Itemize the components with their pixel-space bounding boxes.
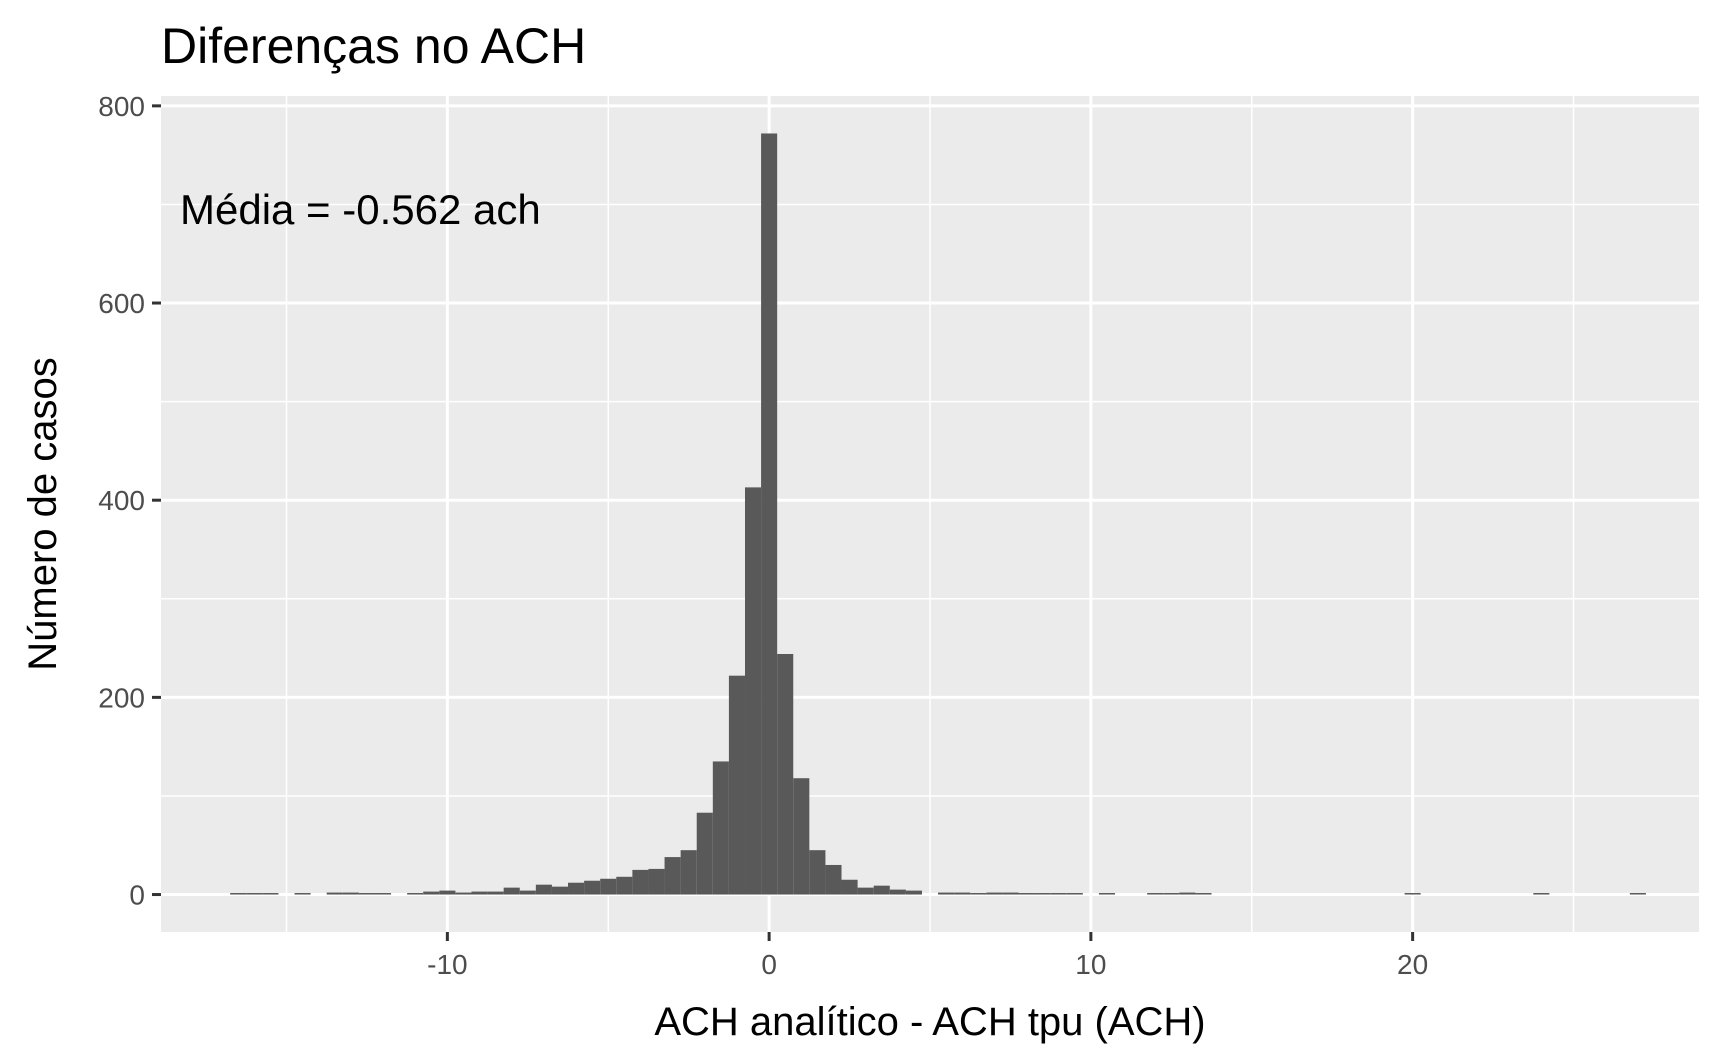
histogram-bar (439, 890, 456, 895)
histogram-bar (1404, 893, 1421, 895)
mean-annotation: Média = -0.562 ach (180, 186, 541, 233)
histogram-bar (487, 891, 504, 895)
histogram-bar (551, 886, 569, 895)
histogram-bar (358, 893, 375, 895)
histogram-bar (519, 890, 536, 895)
histogram-bar (680, 850, 697, 895)
histogram-bar (938, 892, 955, 895)
histogram-bar (1195, 893, 1212, 895)
histogram-bar (728, 675, 745, 895)
histogram-bar (1034, 893, 1051, 895)
histogram-bar (503, 887, 520, 895)
histogram-bar (744, 487, 762, 895)
histogram-bar (342, 892, 359, 895)
histogram-bar (905, 890, 922, 895)
histogram-bars (230, 133, 1646, 895)
histogram-bar (423, 891, 440, 895)
x-axis-title: ACH analítico - ACH tpu (ACH) (654, 1000, 1205, 1044)
x-axis-ticks: -10 0 10 20 (427, 932, 1428, 980)
histogram-bar (986, 892, 1003, 895)
histogram-bar (841, 879, 858, 895)
histogram-bar (246, 893, 263, 895)
histogram-bar (471, 891, 488, 895)
histogram-bar (1163, 893, 1180, 895)
histogram-bar (809, 850, 826, 895)
histogram-bar (1147, 893, 1164, 895)
histogram-bar (262, 893, 279, 895)
x-tick-label: 10 (1075, 949, 1106, 980)
histogram-bar (294, 893, 311, 895)
y-tick-label: 800 (98, 91, 145, 122)
histogram-bar (535, 884, 552, 895)
histogram-bar (326, 892, 343, 895)
y-tick-label: 200 (98, 682, 145, 713)
y-axis-ticks: 0 200 400 600 800 (98, 91, 161, 911)
histogram-bar (970, 893, 987, 895)
histogram-bar (793, 778, 810, 895)
histogram-bar (889, 889, 906, 895)
histogram-bar (616, 876, 633, 895)
histogram-bar (632, 869, 649, 895)
x-tick-label: -10 (427, 949, 467, 980)
histogram-bar (1050, 893, 1067, 895)
histogram-bar (761, 133, 778, 895)
histogram-bar (584, 880, 601, 895)
histogram-bar (568, 882, 585, 895)
histogram-bar (1002, 892, 1019, 895)
x-tick-label: 20 (1397, 949, 1428, 980)
histogram-bar (712, 761, 729, 895)
y-axis-title: Número de casos (21, 357, 65, 670)
histogram-bar (1066, 893, 1083, 895)
histogram-bar (374, 893, 392, 895)
histogram-bar (777, 653, 794, 895)
histogram-bar (696, 812, 713, 895)
histogram-bar (230, 893, 247, 895)
histogram-bar (1533, 893, 1550, 895)
histogram-bar (600, 878, 617, 895)
chart-title: Diferenças no ACH (161, 18, 586, 74)
histogram-bar (1098, 893, 1116, 895)
histogram-bar (1018, 893, 1035, 895)
y-tick-label: 600 (98, 288, 145, 319)
y-tick-label: 0 (129, 880, 145, 911)
minor-gridlines (161, 96, 1699, 932)
y-tick-label: 400 (98, 485, 145, 516)
histogram-bar (1179, 892, 1196, 895)
histogram-bar (954, 892, 971, 895)
histogram-bar (873, 885, 890, 895)
histogram-bar (1629, 893, 1646, 895)
histogram-bar (664, 857, 681, 895)
histogram-bar (407, 893, 424, 895)
histogram-bar (455, 892, 472, 895)
histogram-bar (648, 868, 665, 895)
histogram-bar (825, 864, 842, 895)
histogram-bar (857, 887, 874, 895)
x-tick-label: 0 (761, 949, 777, 980)
